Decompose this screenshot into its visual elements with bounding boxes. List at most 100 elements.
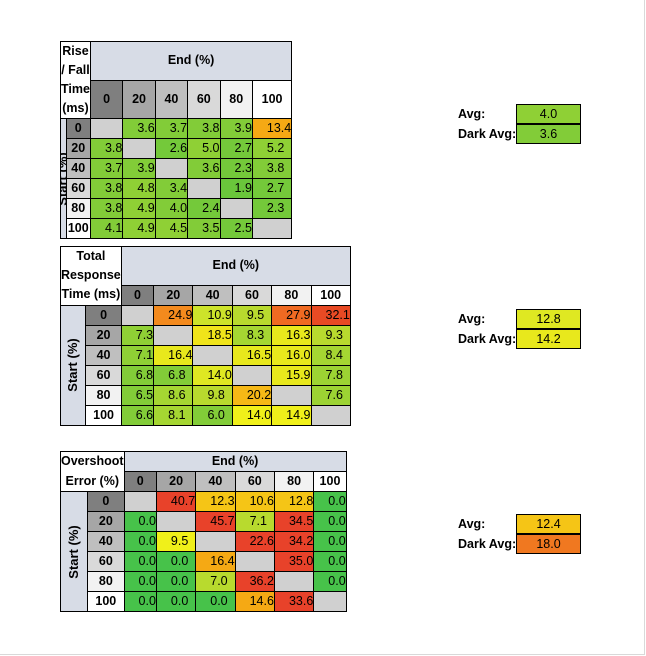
data-cell: 12.8: [273, 491, 315, 512]
start-axis-cell: Start (%): [59, 491, 89, 612]
column-header-80: 80: [271, 284, 312, 306]
data-cell: 24.9: [153, 304, 194, 326]
data-cell: [219, 198, 253, 219]
data-cell: 1.9: [219, 178, 253, 199]
table-row: 20 0.0 45.7 7.1 34.5 0.0: [61, 511, 347, 532]
data-cell: [234, 551, 275, 572]
row-header-0: 0: [87, 491, 125, 512]
table-row: 20 3.8 2.6 5.0 2.7 5.2: [61, 138, 293, 159]
data-cell: 0.0: [123, 511, 157, 532]
data-cell: 4.5: [154, 218, 189, 239]
data-cell: 5.0: [187, 138, 221, 159]
end-axis-label: End (%): [123, 451, 347, 472]
data-cell: 0.0: [313, 571, 347, 592]
row-header-60: 60: [87, 551, 125, 572]
table-row: 80 3.8 4.9 4.0 2.4 2.3: [61, 198, 293, 219]
data-cell: 6.6: [120, 404, 155, 426]
data-cell: 9.5: [155, 531, 197, 552]
data-cell: 27.9: [271, 304, 312, 326]
row-header-60: 60: [65, 178, 91, 199]
row-header-0: 0: [65, 118, 91, 139]
data-cell: [154, 158, 189, 179]
data-cell: 7.8: [310, 364, 351, 386]
data-cell: 0.0: [313, 551, 347, 572]
table-row: Start (%) 0 3.6 3.7 3.8 3.9 13.4: [60, 118, 293, 239]
data-cell: 13.4: [251, 118, 293, 139]
data-cell: 6.5: [120, 384, 155, 406]
data-cell: 32.1: [310, 304, 351, 326]
data-cell: 7.6: [310, 384, 351, 406]
data-cell: 6.8: [120, 364, 155, 386]
data-cell: 33.6: [273, 591, 315, 612]
data-cell: 2.4: [187, 198, 221, 219]
data-cell: 14.9: [271, 404, 312, 426]
data-cell: [123, 491, 157, 512]
data-cell: 0.0: [123, 591, 157, 612]
dark-avg-label: Dark Avg:: [458, 332, 517, 346]
data-cell: 35.0: [273, 551, 315, 572]
column-header-0: 0: [89, 79, 124, 119]
table-title-line1: Overshoot: [60, 451, 125, 472]
column-header-40: 40: [154, 79, 189, 119]
data-cell: 0.0: [123, 551, 157, 572]
table-row: 100 4.1 4.9 4.5 3.5 2.5: [61, 218, 293, 239]
row-header-80: 80: [65, 198, 91, 219]
data-cell: 2.7: [219, 138, 253, 159]
data-cell: 14.0: [231, 404, 273, 426]
table-row: 20 7.3 18.5 8.3 16.3 9.3: [61, 324, 351, 346]
data-cell: [187, 178, 221, 199]
data-cell: [251, 218, 293, 239]
column-header-60: 60: [231, 284, 273, 306]
column-header-20: 20: [122, 79, 156, 119]
data-cell: 14.6: [234, 591, 275, 612]
data-cell: 3.8: [89, 138, 124, 159]
data-cell: [271, 384, 312, 406]
row-header-0: 0: [85, 304, 122, 326]
header-row: Overshoot End (%): [60, 451, 347, 472]
dark-avg-value: 3.6: [516, 124, 581, 144]
overshoot-table: Overshoot End (%) Error (%) 0 20 40 60 80 100 Sta…: [59, 451, 347, 612]
table-row: Start (%) 0 24.9 10.9 9.5 27.9 32.1: [59, 304, 351, 426]
data-cell: [273, 571, 315, 592]
data-cell: 20.2: [231, 384, 273, 406]
column-header-80: 80: [219, 79, 253, 119]
start-axis-label: Start (%): [66, 524, 82, 579]
row-header-40: 40: [85, 344, 122, 366]
data-cell: [155, 511, 197, 532]
avg-value: 12.4: [516, 514, 581, 534]
column-header-row: Time (ms) 0 20 40 60 80 100: [60, 284, 351, 306]
data-cell: 34.2: [273, 531, 315, 552]
data-cell: [192, 344, 233, 366]
data-cell: 0.0: [155, 591, 197, 612]
end-axis-label: End (%): [120, 246, 351, 286]
table-row: 100 0.0 0.0 0.0 14.6 33.6: [61, 591, 347, 612]
avg-value: 12.8: [516, 309, 581, 329]
end-axis-label: End (%): [89, 41, 293, 81]
data-cell: 10.6: [234, 491, 275, 512]
data-cell: [89, 118, 124, 139]
rise-fall-table: Rise / Fall End (%) Time (ms) 0 20 40 60 80 100 S…: [60, 41, 293, 239]
dark-avg-value: 14.2: [516, 329, 581, 349]
column-header-row: Time (ms) 0 20 40 60 80 100: [60, 79, 293, 119]
avg-label: Avg:: [458, 312, 486, 326]
data-cell: 16.0: [271, 344, 312, 366]
table-row: 80 6.5 8.6 9.8 20.2 7.6: [61, 384, 351, 406]
data-cell: 2.3: [219, 158, 253, 179]
dark-avg-label: Dark Avg:: [458, 127, 517, 141]
data-cell: 2.7: [251, 178, 293, 199]
data-cell: 0.0: [195, 591, 236, 612]
data-cell: 0.0: [313, 531, 347, 552]
row-header-40: 40: [87, 531, 125, 552]
data-cell: 4.8: [122, 178, 156, 199]
table-row: 40 7.1 16.4 16.5 16.0 8.4: [61, 344, 351, 366]
data-cell: [310, 404, 351, 426]
avg-label: Avg:: [458, 107, 486, 121]
data-cell: 0.0: [313, 511, 347, 532]
table-row: 60 6.8 6.8 14.0 15.9 7.8: [61, 364, 351, 386]
table-title-line1: Total Response: [60, 246, 122, 285]
column-header-40: 40: [195, 471, 236, 492]
row-header-20: 20: [85, 324, 122, 346]
row-header-100: 100: [87, 591, 125, 612]
data-cell: 8.3: [231, 324, 273, 346]
data-cell: 3.8: [89, 198, 124, 219]
